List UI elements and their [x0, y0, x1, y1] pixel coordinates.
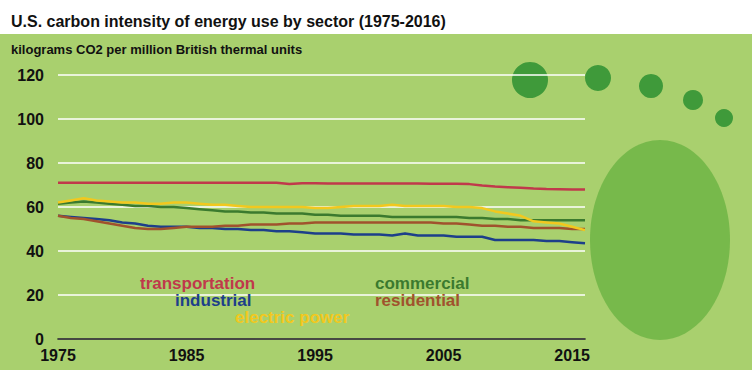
svg-text:40: 40: [26, 243, 44, 260]
svg-text:60: 60: [26, 199, 44, 216]
svg-text:kilograms CO2 per million Brit: kilograms CO2 per million British therma…: [11, 42, 302, 57]
svg-text:1995: 1995: [297, 347, 333, 364]
svg-text:80: 80: [26, 155, 44, 172]
svg-text:120: 120: [17, 67, 44, 84]
svg-text:1975: 1975: [40, 347, 76, 364]
svg-text:commercial: commercial: [375, 274, 470, 293]
svg-text:electric power: electric power: [235, 308, 350, 327]
svg-text:100: 100: [17, 111, 44, 128]
svg-text:residential: residential: [375, 291, 460, 310]
svg-text:industrial: industrial: [175, 291, 252, 310]
svg-text:transportation: transportation: [140, 274, 256, 293]
svg-text:1985: 1985: [169, 347, 205, 364]
svg-text:2005: 2005: [426, 347, 462, 364]
svg-text:2015: 2015: [554, 347, 590, 364]
svg-text:0: 0: [35, 331, 44, 348]
svg-text:20: 20: [26, 287, 44, 304]
svg-text:U.S. carbon intensity of energ: U.S. carbon intensity of energy use by s…: [11, 13, 446, 30]
